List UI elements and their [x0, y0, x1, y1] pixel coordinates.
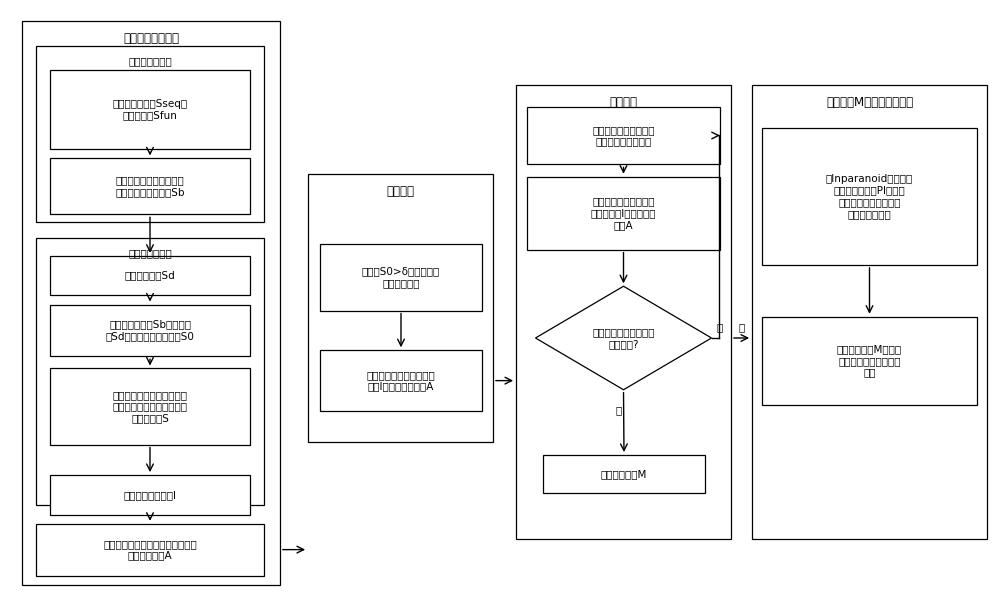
Text: 计算度相似性Sd: 计算度相似性Sd [125, 270, 175, 281]
Bar [22, 21, 280, 585]
Bar [50, 70, 250, 149]
Text: 计算节点相似性: 计算节点相似性 [128, 248, 172, 258]
Bar [543, 455, 705, 493]
Text: 较小图中是否还存在未
匹配节点?: 较小图中是否还存在未 匹配节点? [592, 327, 655, 349]
Text: 计算生物相似性: 计算生物相似性 [128, 57, 172, 66]
Text: 融合生物相似性Sb和度相似
性Sd得到初始节点相似性S0: 融合生物相似性Sb和度相似 性Sd得到初始节点相似性S0 [106, 320, 194, 341]
Text: 计算交互作用得分I: 计算交互作用得分I [124, 490, 177, 500]
Bar [50, 475, 250, 515]
Bar [527, 107, 720, 164]
Bar [762, 317, 977, 405]
Bar [762, 128, 977, 265]
Polygon shape [536, 286, 712, 390]
Text: 筛选出S0>δ的同源蛋白
质对作为锚点: 筛选出S0>δ的同源蛋白 质对作为锚点 [362, 266, 440, 288]
Text: 在Inparanoid数据库中
找到两个物种的PI网络中
涉及到的所有同源蛋白
质对，除去锚点: 在Inparanoid数据库中 找到两个物种的PI网络中 涉及到的所有同源蛋白 … [826, 174, 913, 219]
Bar [36, 524, 264, 576]
Bar [50, 256, 250, 295]
Text: 融合序列相似性和功能相
似性得到生物相似性Sb: 融合序列相似性和功能相 似性得到生物相似性Sb [115, 175, 185, 197]
Bar [50, 304, 250, 356]
Text: 匹配该对节点，更新交
互作用得分I和比对得分
矩阵A: 匹配该对节点，更新交 互作用得分I和比对得分 矩阵A [591, 197, 656, 230]
Text: 是: 是 [738, 322, 745, 332]
Text: 计算序列相似性Sseq和
功能相似性Sfun: 计算序列相似性Sseq和 功能相似性Sfun [112, 99, 188, 121]
Bar [50, 368, 250, 445]
Bar [320, 244, 482, 311]
Text: 否: 否 [615, 405, 622, 415]
Bar [516, 85, 731, 539]
Bar [752, 85, 987, 539]
Bar [50, 158, 250, 214]
Bar [36, 46, 264, 222]
Text: 以迭代的方式整合现在的节
点相似性和邻域相似性得到
节点相似性S: 以迭代的方式整合现在的节 点相似性和邻域相似性得到 节点相似性S [113, 390, 188, 423]
Text: 输出最终匹配M: 输出最终匹配M [601, 469, 647, 479]
Bar [320, 350, 482, 411]
Text: 融合节点相似性和交互作用得分到
比对得分矩阵A: 融合节点相似性和交互作用得分到 比对得分矩阵A [103, 539, 197, 560]
Text: 构建比对得分矩阵: 构建比对得分矩阵 [123, 32, 179, 45]
Text: 选出未匹配节点中比对
得分最大的一对节点: 选出未匹配节点中比对 得分最大的一对节点 [592, 125, 655, 146]
Bar [527, 177, 720, 250]
Text: 是: 是 [716, 322, 723, 332]
Bar [308, 174, 493, 442]
Text: 利用匹配M发现同源蛋白质: 利用匹配M发现同源蛋白质 [826, 96, 913, 109]
Text: 构建匹配: 构建匹配 [610, 96, 638, 109]
Text: 筛选锚点: 筛选锚点 [386, 185, 414, 197]
Text: 匹配锚点，更新交互作用
得分I和比对得分矩阵A: 匹配锚点，更新交互作用 得分I和比对得分矩阵A [367, 370, 435, 392]
Text: 利用最终匹配M的节点
映射关系找到同源蛋白
质对: 利用最终匹配M的节点 映射关系找到同源蛋白 质对 [837, 344, 902, 378]
Bar [36, 238, 264, 505]
